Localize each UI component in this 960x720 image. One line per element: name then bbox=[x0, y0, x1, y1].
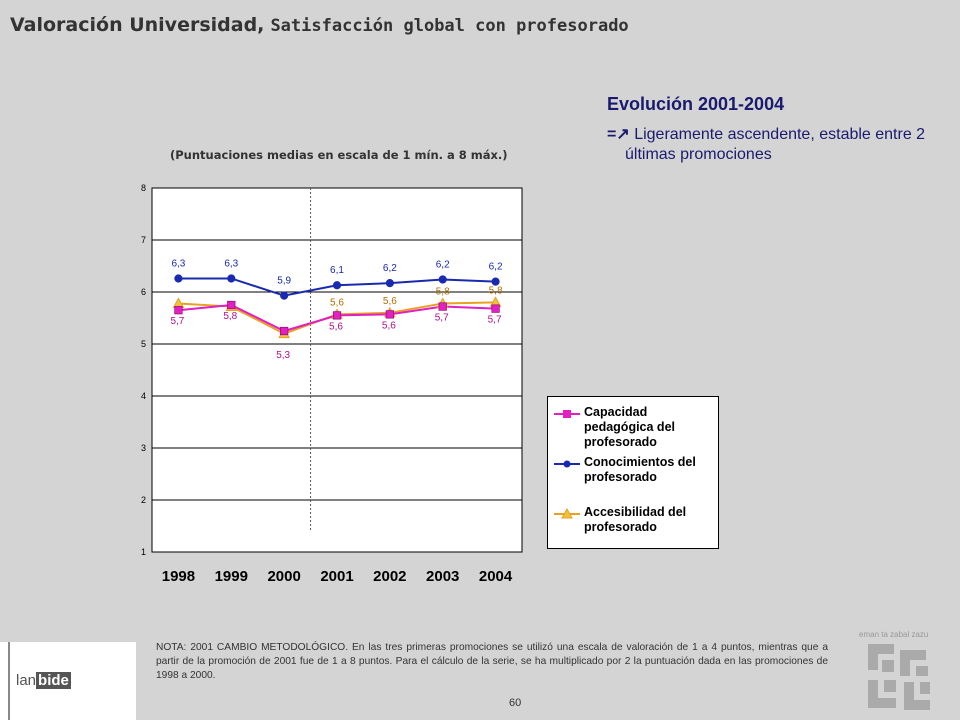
data-label: 5,8 bbox=[436, 286, 450, 297]
legend-label: Conocimientos del profesorado bbox=[584, 455, 696, 484]
data-point bbox=[491, 277, 500, 286]
data-label: 6,3 bbox=[171, 258, 185, 269]
data-label: 5,6 bbox=[330, 297, 344, 308]
data-point bbox=[332, 311, 342, 320]
data-label: 5,7 bbox=[435, 313, 449, 324]
evolution-text: =↗ Ligeramente ascendente, estable entre… bbox=[607, 125, 937, 165]
data-label: 6,1 bbox=[330, 265, 344, 276]
y-tick-label: 8 bbox=[141, 183, 146, 193]
y-tick-label: 5 bbox=[141, 339, 146, 349]
data-point bbox=[280, 326, 289, 336]
x-tick-label: 2002 bbox=[373, 568, 406, 585]
lanbide-lan: lan bbox=[16, 672, 37, 689]
y-tick-label: 4 bbox=[141, 391, 146, 401]
gv-emblem-icon bbox=[868, 644, 930, 710]
data-label: 6,2 bbox=[383, 263, 397, 274]
title-sub: Satisfacción global con profesorado bbox=[270, 16, 629, 36]
data-point bbox=[280, 291, 289, 300]
data-point bbox=[438, 302, 447, 311]
title-main: Valoración Universidad, bbox=[10, 14, 265, 36]
x-tick-label: 2001 bbox=[320, 568, 353, 585]
evolution-panel: Evolución 2001-2004 =↗ Ligeramente ascen… bbox=[607, 94, 937, 165]
evolution-title: Evolución 2001-2004 bbox=[607, 94, 785, 114]
data-point bbox=[332, 281, 342, 290]
legend-swatch bbox=[554, 407, 580, 421]
lanbide-wordmark: lan bide bbox=[16, 672, 75, 689]
x-tick-label: 1999 bbox=[215, 568, 248, 585]
data-point bbox=[174, 274, 183, 283]
data-label: 5,8 bbox=[489, 285, 503, 296]
x-tick-label: 1998 bbox=[162, 568, 195, 585]
legend-swatch bbox=[554, 457, 580, 471]
data-label: 5,7 bbox=[170, 316, 184, 327]
data-point bbox=[385, 279, 394, 288]
x-tick-label: 2000 bbox=[267, 568, 300, 585]
data-point bbox=[385, 310, 394, 319]
legend-swatch bbox=[554, 507, 580, 521]
legend-label: Capacidad pedagógica del profesorado bbox=[584, 405, 675, 449]
data-label: 5,9 bbox=[277, 276, 291, 287]
gv-motto: eman ta zabal zazu bbox=[859, 630, 929, 639]
data-point bbox=[227, 274, 236, 283]
data-label: 5,3 bbox=[276, 350, 290, 361]
y-tick-label: 2 bbox=[141, 495, 146, 505]
data-label: 5,6 bbox=[382, 320, 396, 331]
y-tick-label: 1 bbox=[141, 547, 146, 557]
y-tick-label: 6 bbox=[141, 287, 146, 297]
evolution-description: Ligeramente ascendente, estable entre 2 … bbox=[625, 126, 926, 163]
data-label: 5,7 bbox=[488, 315, 502, 326]
chart-legend: Capacidad pedagógica del profesorado Cono… bbox=[547, 396, 719, 549]
data-label: 5,6 bbox=[329, 321, 343, 332]
basque-government-logo: eman ta zabal zazu bbox=[852, 630, 942, 718]
page-title: Valoración Universidad, Satisfacción glo… bbox=[10, 14, 629, 36]
data-label: 5,8 bbox=[223, 311, 237, 322]
methodology-note: NOTA: 2001 CAMBIO METODOLÓGICO. En las t… bbox=[156, 642, 828, 681]
x-tick-label: 2004 bbox=[479, 568, 513, 585]
data-label: 6,2 bbox=[436, 260, 450, 271]
data-label: 6,2 bbox=[489, 262, 503, 273]
plot-area bbox=[151, 187, 523, 553]
data-label: 5,6 bbox=[383, 296, 397, 307]
data-point bbox=[227, 300, 236, 310]
y-tick-label: 7 bbox=[141, 235, 146, 245]
y-tick-label: 3 bbox=[141, 443, 146, 453]
legend-label: Accesibilidad del profesorado bbox=[584, 505, 687, 534]
data-point bbox=[174, 306, 183, 315]
logo-divider bbox=[8, 642, 10, 720]
data-point bbox=[438, 275, 447, 284]
data-label: 6,3 bbox=[224, 258, 238, 269]
lanbide-logo: lan bide bbox=[0, 642, 136, 720]
page-number: 60 bbox=[509, 697, 522, 709]
lanbide-bide: bide bbox=[36, 672, 71, 689]
trend-arrow-icon: =↗ bbox=[607, 126, 630, 143]
chart-subtitle: (Puntuaciones medias en escala de 1 mín.… bbox=[170, 148, 508, 162]
x-tick-label: 2003 bbox=[426, 568, 459, 585]
data-point bbox=[491, 304, 500, 313]
